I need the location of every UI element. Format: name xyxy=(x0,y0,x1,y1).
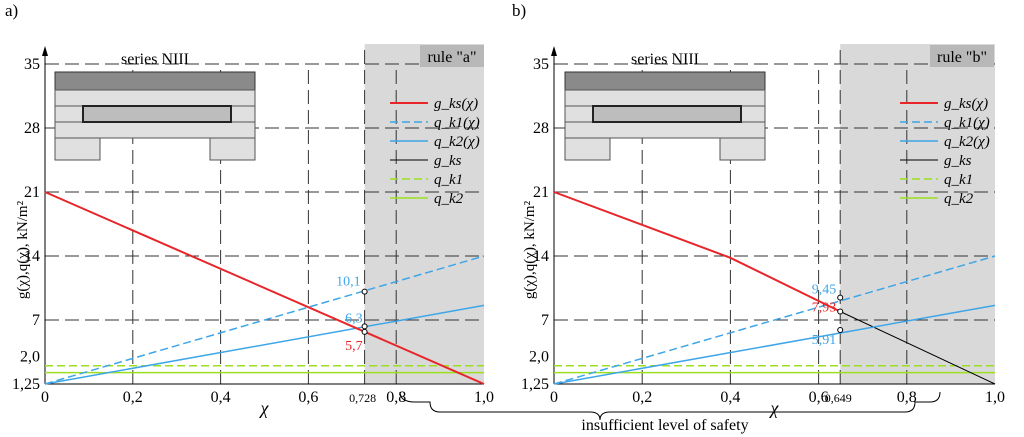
rule-box xyxy=(930,45,994,67)
y-tick-label: 2,0 xyxy=(20,349,40,366)
series-line xyxy=(839,311,996,385)
series-line xyxy=(553,255,996,385)
series-line xyxy=(44,304,485,385)
x-axis-title: χ xyxy=(769,398,780,418)
series-line xyxy=(44,191,485,385)
x-tick-label: 0,8 xyxy=(386,389,406,406)
y-tick-label: 21 xyxy=(533,184,549,201)
legend-label: g_ks xyxy=(434,153,462,169)
y-tick-label: 7 xyxy=(541,312,549,329)
support-right xyxy=(719,137,766,161)
annotation-marker xyxy=(837,294,844,301)
bottom-note: insufficient level of safety xyxy=(581,417,748,434)
y-tick-label: 35 xyxy=(24,56,40,73)
support-left xyxy=(564,137,611,161)
legend-label: g_ks(χ) xyxy=(434,96,478,112)
y-tick-label: 14 xyxy=(533,248,549,265)
data-label: 7,93 xyxy=(812,300,837,315)
beam xyxy=(82,105,232,123)
masonry-course xyxy=(54,89,256,107)
x-axis-title: χ xyxy=(259,398,270,418)
y-axis-title: g(χ),q(χ), kN/m² xyxy=(522,200,538,299)
series-label: series NIII xyxy=(121,51,189,68)
y-tick-label: 21 xyxy=(24,184,40,201)
series-line xyxy=(553,191,841,313)
annotation-marker xyxy=(361,288,368,295)
legend-label: q_k2(χ) xyxy=(434,134,480,150)
y-tick-label: 1,25 xyxy=(521,376,549,393)
chart-panel-b: 0 0,2 0,4 0,60,649 0,8 1,0 1,25 2,0 7 14 21 28 35 χ g(… xyxy=(512,1,1005,418)
panel-label: b) xyxy=(512,1,526,20)
brace-shape xyxy=(399,391,941,421)
x-tick-label: 0,2 xyxy=(123,389,143,406)
x-tick-label: 0,728 xyxy=(349,391,376,405)
y-tick-label: 28 xyxy=(24,120,40,137)
data-label: 6,3 xyxy=(345,311,363,326)
x-tick-label: 0 xyxy=(41,389,49,406)
legend-label: g_ks(χ) xyxy=(944,96,988,112)
y-axis-title: g(χ),q(χ), kN/m² xyxy=(15,200,31,299)
data-label: 5,91 xyxy=(812,333,837,348)
series-line xyxy=(553,304,996,385)
y-tick-label: 1,25 xyxy=(12,376,40,393)
legend-label: q_k1 xyxy=(944,172,973,188)
annotation-marker xyxy=(837,326,844,333)
x-tick-label: 0,8 xyxy=(897,389,917,406)
x-tick-label: 1,0 xyxy=(985,389,1005,406)
x-tick-label: 0,6 xyxy=(809,389,829,406)
support-left xyxy=(54,137,101,161)
rule-box xyxy=(420,45,484,67)
annotation-marker xyxy=(837,308,844,315)
chart-panel-a: 0 0,2 0,4 0,6 0,728 0,8 1,0 1,25 2,0 7 14 21 28 35 χ g(… xyxy=(5,1,494,418)
legend-label: q_k1(χ) xyxy=(434,115,480,131)
x-tick-label: 0,4 xyxy=(720,389,740,406)
legend-label: q_k2 xyxy=(944,191,974,207)
y-tick-label: 14 xyxy=(24,248,40,265)
series-label: series NIII xyxy=(631,51,699,68)
series-line xyxy=(44,255,485,385)
cross-section-illustration xyxy=(564,71,766,161)
y-axis-arrow xyxy=(551,46,557,56)
masonry-course xyxy=(564,89,766,107)
data-label: 10,1 xyxy=(336,275,361,290)
y-tick-label: 28 xyxy=(533,120,549,137)
y-tick-label: 35 xyxy=(533,56,549,73)
y-axis-arrow xyxy=(42,46,48,56)
y-tick-label: 2,0 xyxy=(529,349,549,366)
legend-label: q_k1 xyxy=(434,172,463,188)
data-label: 9,45 xyxy=(812,283,837,298)
cross-section-illustration xyxy=(54,71,256,161)
unsafe-region xyxy=(840,44,995,384)
rule-label: rule "a" xyxy=(427,49,476,66)
legend-label: q_k2 xyxy=(434,191,464,207)
safety-brace: insufficient level of safety xyxy=(399,391,941,434)
data-label: 5,7 xyxy=(345,339,363,354)
legend-label: q_k1(χ) xyxy=(944,115,990,131)
x-tick-label: 0,649 xyxy=(825,391,852,405)
annotation-marker xyxy=(361,323,368,330)
x-tick-label: 1,0 xyxy=(474,389,494,406)
x-tick-label: 0,4 xyxy=(211,389,231,406)
annotation-marker xyxy=(361,328,368,335)
x-tick-label: 0,2 xyxy=(632,389,652,406)
unsafe-region xyxy=(364,44,484,384)
masonry-course xyxy=(564,121,766,139)
legend-label: g_ks xyxy=(944,153,972,169)
support-right xyxy=(209,137,256,161)
panel-label: a) xyxy=(5,1,18,20)
slab-top xyxy=(564,71,766,91)
legend-label: q_k2(χ) xyxy=(944,134,990,150)
x-tick-label: 0 xyxy=(550,389,558,406)
rule-label: rule "b" xyxy=(937,49,987,66)
masonry-course xyxy=(54,121,256,139)
slab-top xyxy=(54,71,256,91)
y-tick-label: 7 xyxy=(32,312,40,329)
x-tick-label: 0,6 xyxy=(298,389,318,406)
beam xyxy=(592,105,742,123)
